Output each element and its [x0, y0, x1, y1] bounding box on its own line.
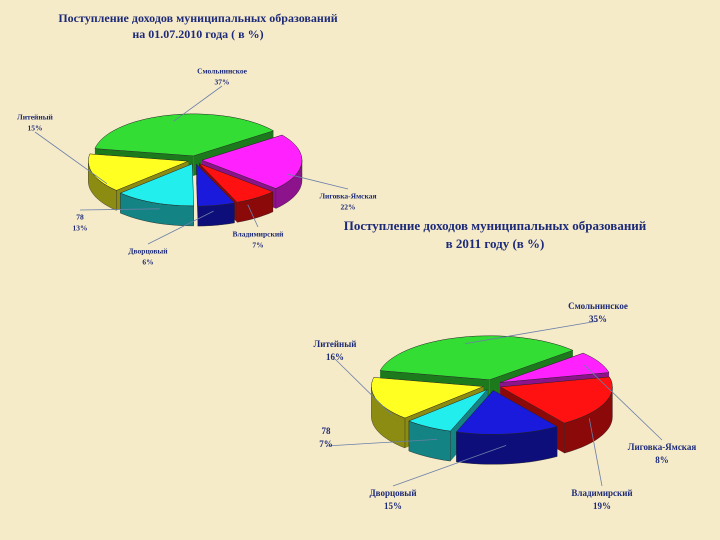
- slice: [196, 163, 236, 207]
- value-label: 7%: [252, 241, 263, 250]
- value-label: 8%: [655, 455, 669, 465]
- slice: [499, 376, 613, 424]
- slice-side: [197, 202, 235, 227]
- slice: [379, 335, 574, 381]
- slice: [198, 163, 274, 203]
- chart-title: на 01.07.2010 года ( в %): [132, 27, 263, 41]
- slice: [408, 389, 488, 432]
- category-label: Смольнинское: [197, 67, 248, 76]
- category-label: 78: [322, 426, 332, 436]
- slice: [119, 163, 194, 207]
- value-label: 15%: [384, 501, 402, 511]
- category-label: Дворцовый: [128, 247, 168, 256]
- value-label: 6%: [142, 258, 153, 267]
- leader-line: [392, 445, 507, 487]
- chart-title: в 2011 году (в %): [446, 236, 545, 251]
- category-label: Дворцовый: [369, 488, 416, 498]
- leader-line: [247, 204, 259, 228]
- category-label: Лиговка-Ямская: [628, 442, 697, 452]
- value-label: 15%: [28, 124, 43, 133]
- leader-line: [34, 131, 108, 184]
- slice: [94, 113, 275, 157]
- slice: [201, 134, 303, 189]
- chart-title: Поступление доходов муниципальных образо…: [344, 218, 647, 233]
- value-label: 16%: [326, 352, 344, 362]
- category-label: Смольнинское: [568, 301, 628, 311]
- leader-line: [173, 85, 223, 122]
- value-label: 13%: [73, 224, 88, 233]
- leader-line: [147, 210, 214, 245]
- category-label: Владимирский: [233, 230, 285, 239]
- leader-line: [325, 438, 438, 447]
- leader-line: [79, 208, 160, 211]
- slice: [499, 352, 610, 383]
- slice: [455, 390, 558, 435]
- value-label: 7%: [319, 439, 333, 449]
- category-label: 78: [76, 213, 84, 222]
- category-label: Владимирский: [571, 488, 632, 498]
- category-label: Литейный: [314, 339, 357, 349]
- leader-line: [334, 358, 393, 416]
- leader-line: [286, 173, 349, 190]
- value-label: 35%: [589, 314, 607, 324]
- category-label: Литейный: [17, 113, 53, 122]
- chart-title: Поступление доходов муниципальных образо…: [58, 11, 337, 25]
- leader-line: [464, 320, 599, 345]
- value-label: 19%: [593, 501, 611, 511]
- value-label: 22%: [341, 203, 356, 212]
- leader-line: [584, 364, 663, 441]
- category-label: Лиговка-Ямская: [319, 192, 376, 201]
- leader-line: [588, 418, 603, 487]
- value-label: 37%: [215, 78, 230, 87]
